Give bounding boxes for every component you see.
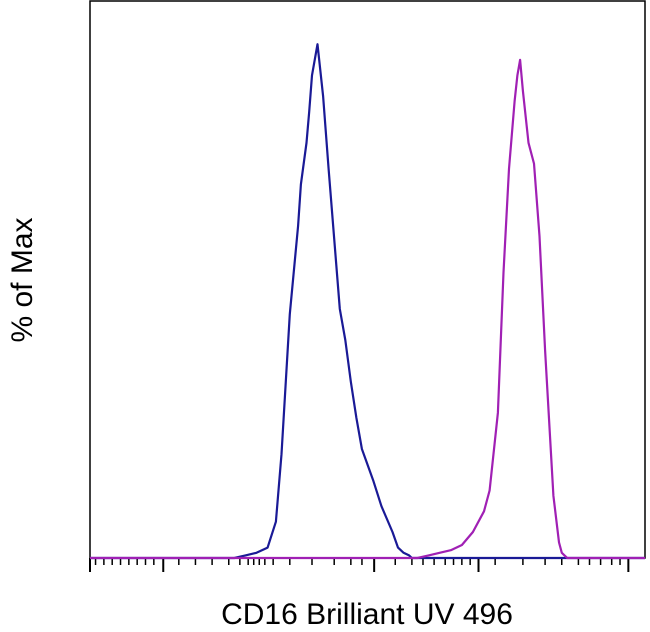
x-axis-ticks [89,558,630,572]
series-layer [90,43,645,560]
x-axis-label: CD16 Brilliant UV 496 [221,598,513,631]
plot-frame [89,0,646,559]
y-axis-label: % of Max [6,217,39,342]
series-line-1 [90,58,645,560]
series-line-0 [90,43,645,560]
